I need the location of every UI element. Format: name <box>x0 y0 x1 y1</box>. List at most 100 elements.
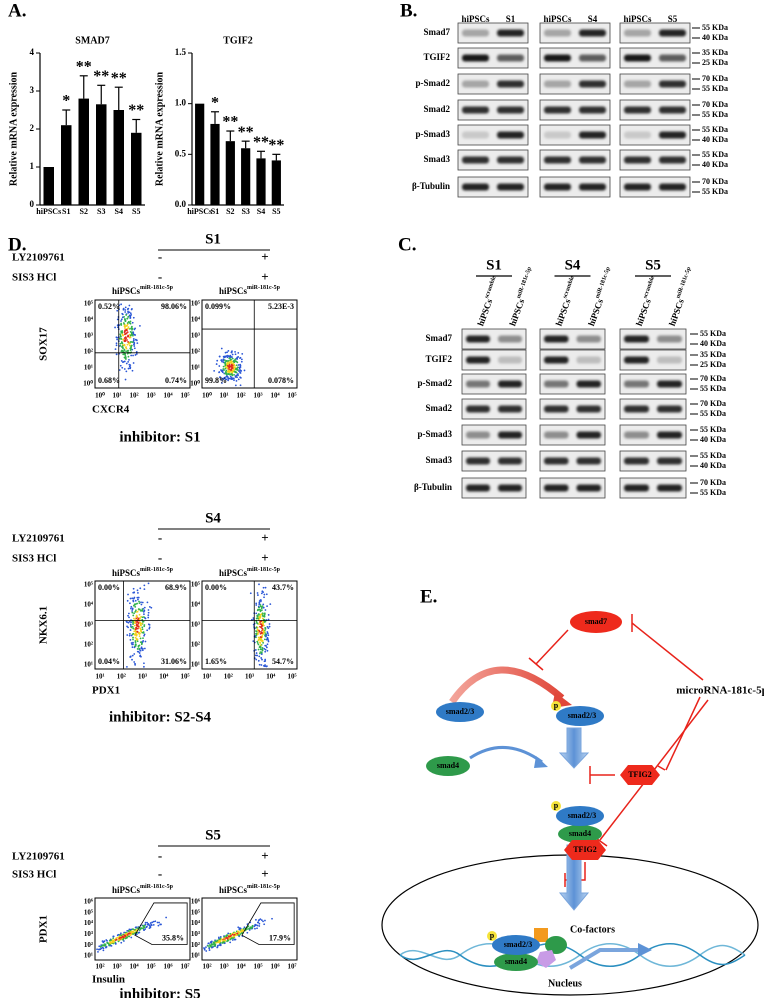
event-dot <box>231 367 234 369</box>
event-dot <box>128 304 131 307</box>
event-dot <box>133 328 136 331</box>
event-dot <box>123 340 126 343</box>
event-dot <box>222 368 225 370</box>
event-dot <box>128 632 131 635</box>
bar <box>43 167 54 205</box>
event-dot <box>146 921 149 924</box>
marker-label: 70 KDa <box>702 74 728 83</box>
treatment-mark: + <box>261 530 268 545</box>
event-dot <box>127 614 129 617</box>
blot-band <box>498 431 522 439</box>
event-dot <box>255 632 257 635</box>
event-dot <box>131 327 134 330</box>
y-tick-label: 10¹ <box>191 364 200 372</box>
blot-box <box>619 398 687 420</box>
event-dot <box>136 610 139 613</box>
x-tick-label: 10¹ <box>202 673 211 681</box>
event-dot <box>259 644 262 647</box>
event-dot <box>226 370 229 373</box>
blot-box <box>539 149 611 171</box>
event-dot <box>228 364 231 367</box>
event-dot <box>122 338 124 341</box>
event-dot <box>132 643 134 646</box>
event-dot <box>145 925 148 928</box>
event-dot <box>257 617 259 620</box>
event-dot <box>251 924 254 927</box>
event-dot <box>130 605 133 608</box>
event-dot <box>129 342 131 345</box>
event-dot <box>261 658 263 661</box>
bar <box>256 158 266 205</box>
x-tick-label: 10⁷ <box>180 963 189 971</box>
lane-label-base: hiPSCs <box>554 297 573 327</box>
gate-label: 43.7% <box>272 583 294 592</box>
blot-band <box>579 29 606 37</box>
event-dot <box>230 369 233 372</box>
event-dot <box>256 642 259 644</box>
event-dot <box>119 334 122 337</box>
event-dot <box>122 308 125 311</box>
event-dot <box>148 627 151 630</box>
event-dot <box>266 625 269 628</box>
plot-title-sup: miR-181c-5p <box>140 884 174 890</box>
blot-band <box>624 356 649 364</box>
blot-band <box>462 80 489 88</box>
smad4-node <box>494 953 538 971</box>
x-tick-label: S3 <box>241 207 249 216</box>
event-dot <box>141 626 144 629</box>
event-dot <box>143 624 146 626</box>
treatment-mark: - <box>158 530 162 545</box>
x-tick-label: 10² <box>236 392 245 400</box>
y-tick-label: 10⁵ <box>191 300 200 308</box>
event-dot <box>231 357 234 360</box>
event-dot <box>261 624 264 627</box>
event-dot <box>260 592 263 595</box>
event-dot <box>123 337 126 339</box>
event-dot <box>142 637 144 640</box>
event-dot <box>127 327 129 330</box>
event-dot <box>222 941 225 943</box>
blot-band <box>498 380 522 388</box>
event-dot <box>105 946 107 949</box>
event-dot <box>126 621 128 623</box>
event-dot <box>257 648 260 651</box>
event-dot <box>225 375 228 378</box>
event-dot <box>133 333 136 336</box>
event-dot <box>258 623 260 626</box>
y-tick-label: 10⁴ <box>84 601 94 609</box>
significance: ** <box>238 124 254 141</box>
event-dot <box>149 922 152 924</box>
event-dot <box>230 363 233 366</box>
event-dot <box>143 926 146 929</box>
event-dot <box>222 355 225 358</box>
event-dot <box>144 921 147 924</box>
event-dot <box>132 933 134 935</box>
treatment-mark: - <box>158 550 162 565</box>
event-dot <box>116 318 119 321</box>
event-dot <box>264 919 266 922</box>
treatment-name: LY2109761 <box>12 851 65 863</box>
event-dot <box>129 347 132 350</box>
blot-band <box>466 356 490 364</box>
x-tick-label: S2 <box>226 207 234 216</box>
event-dot <box>147 614 150 617</box>
event-dot <box>237 378 240 381</box>
blot-band <box>576 431 601 439</box>
event-dot <box>127 929 130 932</box>
y-axis-label: NKX6.1 <box>38 606 50 644</box>
blot-row-label: Smad2 <box>425 403 452 413</box>
event-dot <box>115 344 118 347</box>
event-dot <box>232 362 234 365</box>
event-dot <box>239 363 242 366</box>
blot-band <box>462 131 489 139</box>
significance: ** <box>111 70 127 87</box>
event-dot <box>127 340 129 343</box>
event-dot <box>132 638 134 641</box>
event-dot <box>130 642 133 644</box>
y-tick-label: 0.5 <box>175 148 187 158</box>
event-dot <box>239 372 242 374</box>
x-tick-label: 10³ <box>146 392 155 400</box>
treatment-name: SIS3 HCl <box>12 553 56 565</box>
event-dot <box>263 647 266 650</box>
caption: inhibitor: S5 <box>119 986 200 998</box>
